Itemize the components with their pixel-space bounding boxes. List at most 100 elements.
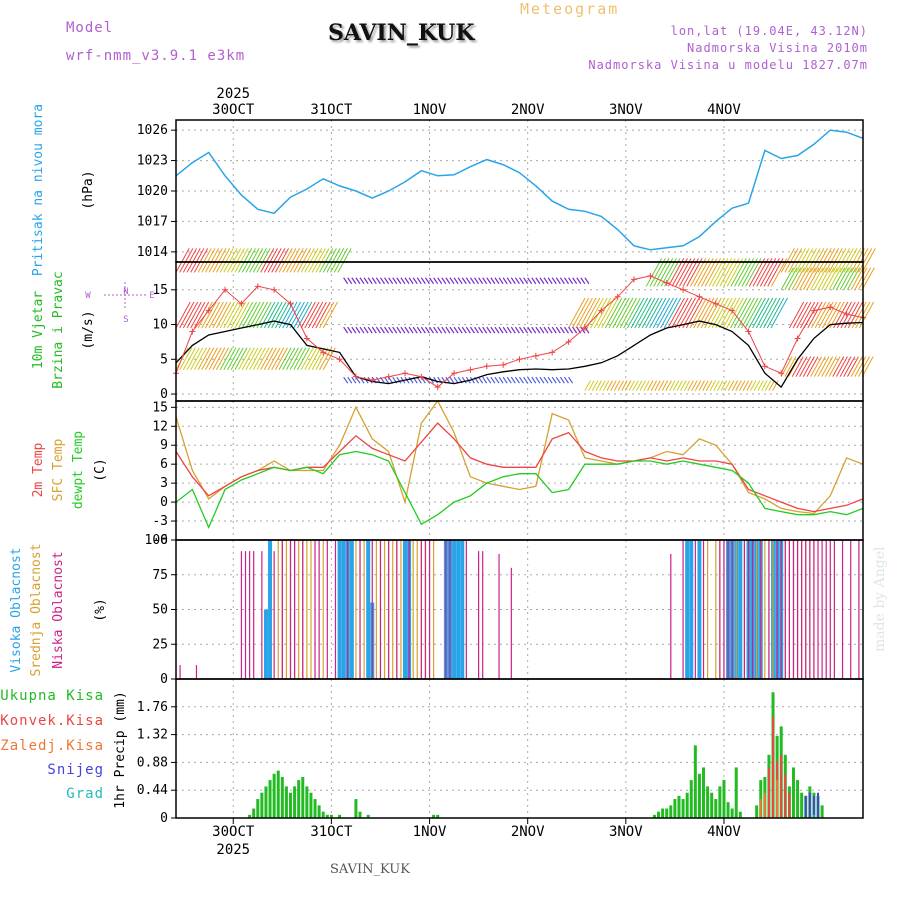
cloud-bar <box>498 553 500 679</box>
wind-barb <box>726 297 744 329</box>
wind-barb <box>205 248 220 273</box>
wind-barb <box>669 380 676 391</box>
cloud-bar <box>460 540 465 679</box>
wind-barb <box>591 380 599 391</box>
wind-barb <box>715 297 733 329</box>
precip-bar <box>669 805 673 818</box>
wind-barb <box>824 356 837 377</box>
cloud-bar <box>253 551 255 679</box>
wind-barb <box>197 347 211 370</box>
wind-barb <box>674 297 693 329</box>
gust-marker <box>385 373 392 380</box>
wind-barb <box>572 277 578 285</box>
cloud-bar <box>751 540 754 679</box>
wind-barb <box>216 301 232 329</box>
wind-barb <box>649 258 666 287</box>
wind-barb <box>359 326 365 334</box>
wind-barb <box>400 326 406 334</box>
wind-barb <box>821 356 834 377</box>
precip-bar <box>276 770 280 818</box>
wind-barb <box>190 301 206 329</box>
wind-barb <box>289 347 303 370</box>
gust-marker <box>352 373 359 380</box>
wind-barb <box>293 347 307 370</box>
day-label-bottom: 4NOV <box>707 824 741 840</box>
day-label-top: 2NOV <box>511 102 545 118</box>
wind-barb <box>641 297 660 329</box>
precip-bar <box>252 808 256 818</box>
wind-barb <box>678 297 696 329</box>
cloud-bar <box>326 540 328 679</box>
wind-barb <box>619 297 638 329</box>
wind-barb <box>817 356 830 377</box>
wind-barb <box>650 380 658 391</box>
gust-marker <box>565 338 572 345</box>
wind-barb <box>621 380 628 391</box>
cloud-bar <box>334 540 337 679</box>
wind-barb <box>687 380 694 391</box>
wind-barb <box>347 277 353 285</box>
wind-barb <box>720 380 728 391</box>
label-low-cloud: Niska Oblacnost <box>51 551 66 668</box>
gust-marker <box>696 293 703 300</box>
precip-bar <box>325 814 329 818</box>
wind-barb <box>322 301 338 329</box>
cloud-bar <box>355 540 357 679</box>
unit-temp: (C) <box>93 458 108 481</box>
wind-barb <box>839 248 854 273</box>
precip-bar <box>665 808 669 818</box>
cloud-bar <box>349 540 354 679</box>
wind-barb <box>297 347 310 370</box>
wind-barb <box>584 380 591 391</box>
wind-barb <box>304 248 319 273</box>
wind-barb <box>759 258 777 287</box>
wind-barb <box>486 326 492 334</box>
wind-barb <box>359 277 365 285</box>
wind-barb <box>319 248 334 273</box>
cloud-bar <box>510 567 512 679</box>
wind-barb <box>502 376 508 384</box>
precip-bar <box>767 767 770 818</box>
cloud-bar <box>784 540 786 679</box>
wind-barb <box>784 248 799 273</box>
y-tick-label: 1020 <box>137 184 168 199</box>
day-label-bottom: 31OCT <box>310 824 353 840</box>
day-label-bottom: 30OCT <box>212 824 255 840</box>
wind-barb <box>519 326 524 334</box>
precip-bar <box>772 716 775 818</box>
gust-marker <box>254 283 261 290</box>
cloud-bar <box>731 540 733 679</box>
wind-barb <box>343 326 349 334</box>
dir-legend-s: S <box>123 315 128 325</box>
y-tick-label: 100 <box>145 533 168 548</box>
wind-barb <box>531 326 537 334</box>
wind-barb <box>559 277 565 285</box>
wind-barb <box>478 326 484 334</box>
wind-barb <box>671 258 688 287</box>
wind-barb <box>175 248 190 273</box>
gust-marker <box>647 272 654 279</box>
day-label-bottom: 3NOV <box>609 824 643 840</box>
cloud-bar <box>379 540 382 679</box>
footer-station: SAVIN_KUK <box>330 862 410 877</box>
wind-barb <box>205 347 218 370</box>
y-tick-label: 0 <box>160 672 168 687</box>
wind-barb <box>252 301 269 329</box>
wind-barb <box>704 258 721 287</box>
wind-barb <box>791 356 804 377</box>
wind-barb <box>628 380 636 391</box>
wind-barb <box>227 347 241 370</box>
y-tick-label: 1.32 <box>137 728 168 743</box>
wind-barb <box>234 301 250 329</box>
wind-barb <box>645 258 663 287</box>
wind-barb <box>241 248 256 273</box>
wind-barb <box>555 376 561 384</box>
wind-barb <box>759 297 777 329</box>
wind-barb <box>315 301 331 329</box>
wind-barb <box>661 380 669 391</box>
wind-barb <box>582 297 601 329</box>
wind-barb <box>241 301 257 329</box>
cloud-bar <box>833 540 835 679</box>
wind-barb <box>835 267 849 291</box>
legend-precip-item: Zaledj.Kisa <box>0 738 104 754</box>
